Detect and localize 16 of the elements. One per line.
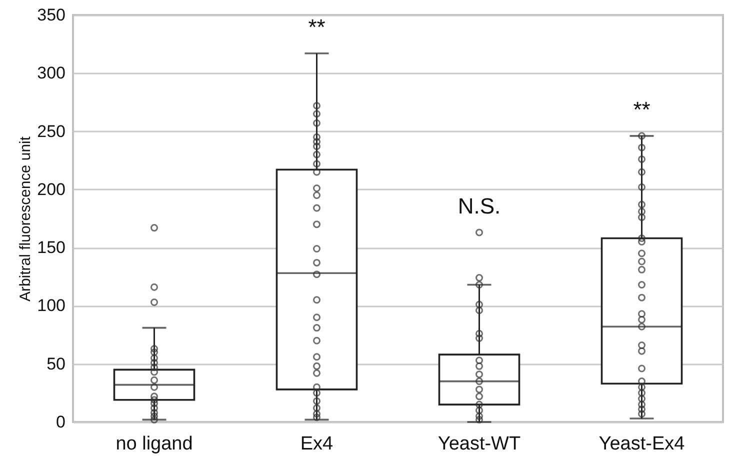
y-tick-label: 0 [56, 412, 66, 432]
y-tick-label: 150 [37, 238, 66, 258]
x-tick-label: no ligand [116, 434, 193, 454]
x-tick-label: Ex4 [300, 434, 334, 454]
annotation: ** [633, 96, 651, 122]
x-tick-label: Yeast-WT [438, 434, 521, 454]
y-tick-label: 350 [37, 6, 66, 24]
y-tick-label: 100 [37, 296, 66, 316]
y-tick-label: 50 [46, 354, 66, 374]
y-tick-label: 250 [37, 122, 66, 141]
x-tick-label: Yeast-Ex4 [598, 434, 686, 454]
annotation: N.S. [458, 193, 501, 218]
y-tick-label: 300 [37, 64, 66, 83]
y-axis-title: Arbitral fluorescence unit [17, 136, 34, 302]
y-tick-label: 200 [37, 180, 66, 199]
annotation: ** [308, 14, 326, 40]
